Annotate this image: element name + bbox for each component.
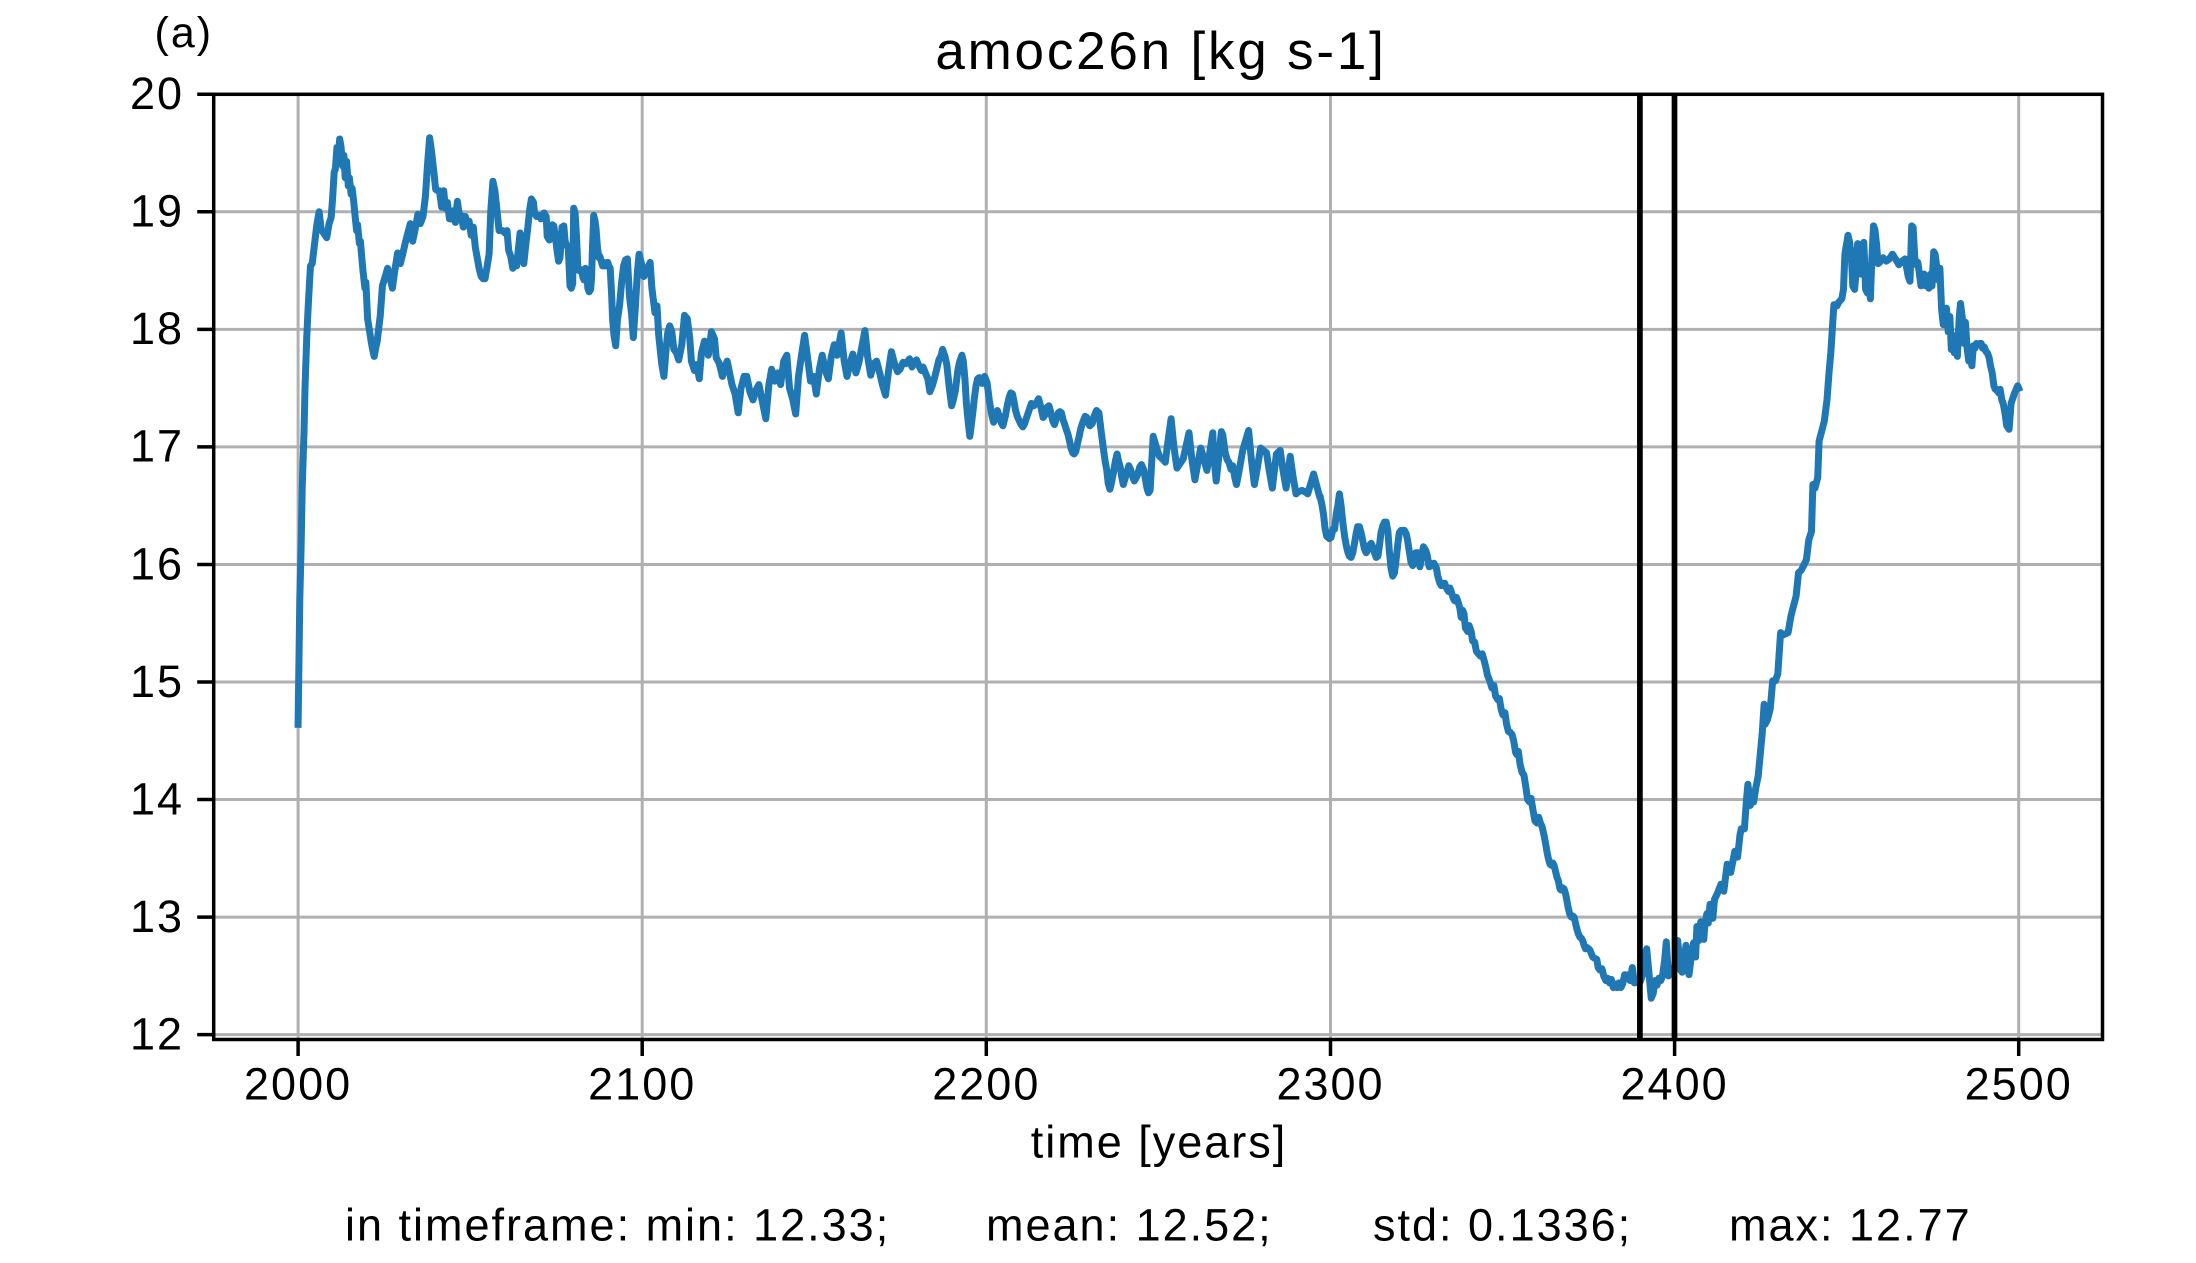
svg-text:2400: 2400 xyxy=(1621,1059,1729,1110)
svg-text:15: 15 xyxy=(130,656,184,707)
svg-text:2100: 2100 xyxy=(588,1059,696,1110)
svg-text:max: 12.77: max: 12.77 xyxy=(1729,1199,1972,1250)
svg-text:2000: 2000 xyxy=(244,1059,352,1110)
svg-text:in timeframe: min: 12.33;: in timeframe: min: 12.33; xyxy=(345,1199,890,1250)
svg-text:13: 13 xyxy=(130,891,184,942)
svg-text:amoc26n [kg s-1]: amoc26n [kg s-1] xyxy=(935,22,1386,81)
svg-text:time [years]: time [years] xyxy=(1031,1117,1288,1168)
svg-text:14: 14 xyxy=(130,773,184,824)
svg-text:18: 18 xyxy=(130,303,184,354)
svg-text:12: 12 xyxy=(130,1008,184,1059)
svg-text:mean: 12.52;: mean: 12.52; xyxy=(986,1199,1273,1250)
svg-text:std: 0.1336;: std: 0.1336; xyxy=(1373,1199,1632,1250)
svg-text:17: 17 xyxy=(130,421,184,472)
svg-text:20: 20 xyxy=(130,68,184,119)
svg-text:(a): (a) xyxy=(155,9,214,57)
svg-text:2500: 2500 xyxy=(1965,1059,2073,1110)
svg-text:19: 19 xyxy=(130,186,184,237)
svg-text:16: 16 xyxy=(130,538,184,589)
svg-text:2200: 2200 xyxy=(932,1059,1040,1110)
svg-text:2300: 2300 xyxy=(1276,1059,1384,1110)
